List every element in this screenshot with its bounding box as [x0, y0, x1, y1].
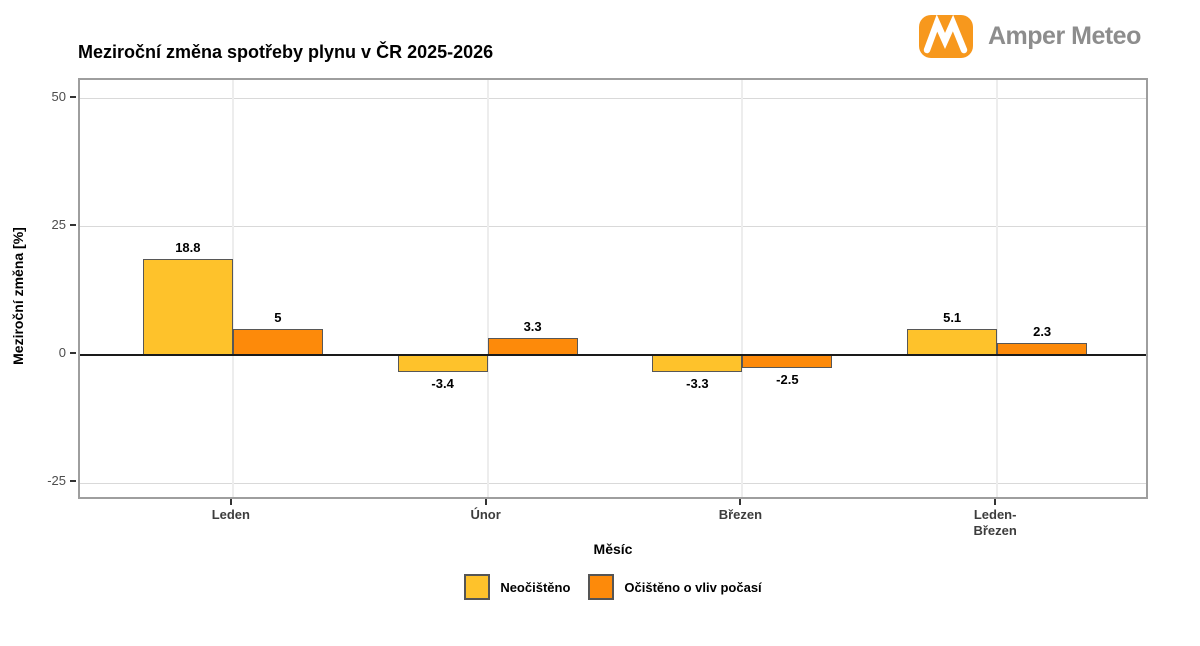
y-tick-mark [70, 95, 76, 98]
y-tick-mark [70, 480, 76, 483]
bar-neocisteno [397, 355, 488, 373]
amper-meteo-logo-icon [919, 14, 973, 58]
x-tick-label: Leden- Březen [973, 507, 1017, 538]
x-tick-mark [484, 499, 487, 505]
bar-value-label: 18.8 [175, 239, 201, 255]
brand-name: Amper Meteo [988, 22, 1141, 50]
v-gridline [996, 80, 999, 497]
h-gridline [80, 226, 1146, 228]
y-tick-mark [70, 352, 76, 355]
brand-header: Amper Meteo [918, 14, 1141, 59]
x-tick-label: Leden [211, 507, 250, 522]
bar-ocisteno [742, 355, 833, 368]
x-tick-mark [994, 499, 997, 505]
bar-neocisteno [142, 258, 233, 356]
y-tick-mark [70, 223, 76, 226]
plot-panel: 18.8 -3.4 -3.3 5.1 5 3.3 -2.5 2.3 [78, 78, 1148, 499]
zero-axis-line [80, 354, 1146, 357]
legend-item: Očištěno o vliv počasí [588, 574, 762, 600]
bar-neocisteno [652, 355, 743, 372]
v-gridline [231, 80, 234, 497]
x-tick-mark [229, 499, 232, 505]
bar-value-label: 5.1 [943, 309, 962, 325]
bar-value-label: -3.3 [686, 375, 709, 391]
h-gridline [80, 98, 1146, 100]
legend-label: Očištěno o vliv počasí [624, 579, 762, 595]
legend: Neočištěno Očištěno o vliv počasí [78, 574, 1148, 600]
bar-value-label: 5 [274, 310, 282, 326]
x-tick-label: Únor [470, 507, 501, 522]
bar-value-label: -3.4 [431, 376, 454, 392]
bar-neocisteno [907, 328, 998, 356]
legend-swatch [588, 574, 615, 600]
h-gridline [80, 482, 1146, 484]
y-tick-label: 0 [58, 345, 66, 361]
bar-value-label: 3.3 [523, 319, 542, 335]
y-tick-label: 50 [51, 88, 66, 104]
y-axis-title: Meziroční změna [%] [10, 227, 26, 365]
x-tick-label: Březen [718, 507, 763, 522]
bar-value-label: -2.5 [776, 371, 799, 387]
x-axis-title: Měsíc [593, 541, 633, 557]
legend-item: Neočištěno [464, 574, 570, 600]
bar-ocisteno [232, 329, 323, 356]
legend-swatch [464, 574, 491, 600]
bar-value-label: 2.3 [1033, 324, 1052, 340]
chart-title: Meziroční změna spotřeby plynu v ČR 2025… [78, 42, 494, 62]
legend-label: Neočištěno [500, 579, 571, 595]
bar-ocisteno [487, 338, 578, 356]
x-tick-mark [739, 499, 742, 505]
y-tick-label: 25 [51, 216, 66, 232]
y-tick-label: -25 [47, 473, 66, 489]
v-gridline [486, 80, 489, 497]
v-gridline [741, 80, 744, 497]
